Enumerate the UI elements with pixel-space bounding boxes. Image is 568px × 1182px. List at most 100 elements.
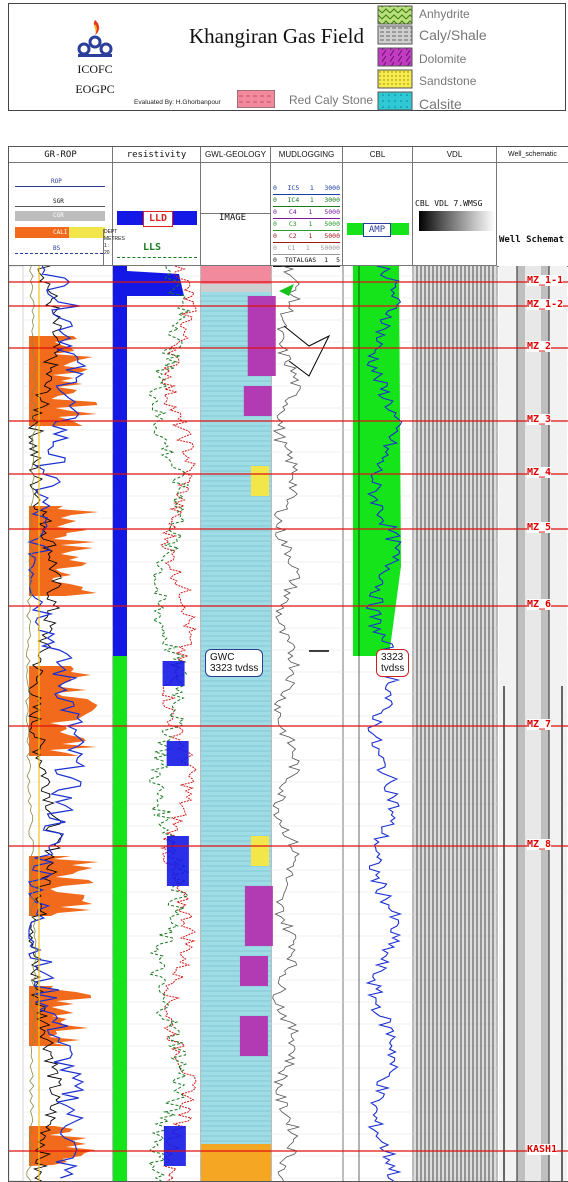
sandstone-layer bbox=[251, 466, 269, 496]
mudlog-name: C1 bbox=[287, 244, 296, 252]
zone-label: KASH1 bbox=[527, 1144, 558, 1155]
dolomite-layer bbox=[239, 956, 268, 986]
cbl-callout: 3323 tvdss bbox=[376, 649, 410, 677]
zone-label: MZ_5 bbox=[527, 522, 552, 533]
mudlog-curve-row: 0 C2 1 5000 bbox=[273, 231, 340, 243]
sandstone-layer bbox=[251, 836, 269, 866]
mudlog-left: 0 bbox=[273, 208, 277, 216]
gwc-callout-line1: GWC bbox=[210, 652, 235, 663]
mudlog-scale: 1 bbox=[324, 256, 329, 264]
bottom-sand-layer bbox=[201, 1144, 271, 1181]
gwc-callout-line2: 3323 tvdss bbox=[210, 663, 259, 674]
track-title-cbl: CBL bbox=[343, 147, 413, 163]
mudlog-left: 0 bbox=[273, 220, 277, 228]
mudlog-left: 0 bbox=[273, 232, 277, 240]
legend-label-shale: Caly/Shale bbox=[419, 27, 487, 43]
curve-label-cali: CALI bbox=[53, 229, 68, 236]
mudlog-curve-row: 0 IC4 1 3000 bbox=[273, 195, 340, 207]
cbl-curve-header: AMP bbox=[343, 163, 413, 266]
depth-scale-box: DEPT METRES 1 : 20 bbox=[103, 229, 125, 265]
c1-curve bbox=[272, 266, 302, 1181]
zone-label: MZ_8 bbox=[527, 839, 552, 850]
curve-label-vdl: CBL VDL 7.WMSG bbox=[415, 199, 483, 208]
mudlog-name: IC5 bbox=[287, 184, 300, 192]
cbl-green-fill bbox=[353, 266, 401, 656]
mudlog-left: 0 bbox=[273, 244, 277, 252]
track-title-resistivity: resistivity bbox=[113, 147, 201, 163]
mudlog-left: 0 bbox=[273, 184, 277, 192]
geology-curve-header: IMAGE bbox=[201, 163, 271, 266]
track-title-geology: GWL-GEOLOGY bbox=[201, 147, 271, 163]
totalgas-curve bbox=[283, 325, 331, 377]
zone-label: MZ_4 bbox=[527, 467, 552, 478]
mudlog-right: 5 bbox=[336, 256, 340, 264]
mudlog-right: 5000 bbox=[324, 208, 340, 216]
well-curve-header: Well Schemat bbox=[497, 163, 568, 267]
lld-curve bbox=[160, 266, 198, 1181]
sgr-curve bbox=[27, 266, 63, 1181]
legend-swatch-anhydrite bbox=[377, 5, 413, 25]
mudlog-scale: 1 bbox=[309, 196, 314, 204]
mudlog-scale: 1 bbox=[308, 208, 313, 216]
legend-label-dolomite: Dolomite bbox=[419, 52, 467, 66]
mudlog-right: 50000 bbox=[320, 244, 340, 252]
shale-layer bbox=[201, 284, 271, 292]
track-title-vdl: VDL bbox=[413, 147, 497, 163]
mudlog-curve-row: 0 C3 1 5000 bbox=[273, 219, 340, 231]
resistivity-fill bbox=[166, 836, 189, 886]
lls-curve bbox=[147, 266, 192, 1181]
mudlog-name: C2 bbox=[288, 232, 297, 240]
dolomite-layer bbox=[243, 386, 272, 416]
dolomite-layer bbox=[247, 296, 276, 376]
cali-curve bbox=[25, 266, 37, 1181]
zone-label: MZ_1-1 bbox=[527, 275, 564, 286]
mudlog-curve-row: 0 C4 1 5000 bbox=[273, 207, 340, 219]
resistivity-fill bbox=[163, 1126, 186, 1166]
mudlog-name: TOTALGAS bbox=[284, 256, 317, 264]
curve-label-image: IMAGE bbox=[219, 213, 247, 223]
company-logo-icon bbox=[77, 20, 113, 57]
zone-label: MZ_6 bbox=[527, 599, 552, 610]
legend-swatch-calsite bbox=[377, 91, 413, 111]
legend-swatch-shale bbox=[377, 25, 413, 45]
org-line-2: EOGPC bbox=[75, 82, 115, 96]
amp-curve bbox=[365, 266, 403, 1181]
legend-swatch-red-caly-stone bbox=[237, 90, 275, 108]
mudlogging-curve-header: 0 IC5 1 3000 0 IC4 1 3000 0 C4 1 5000 0 C3 1 5000 0 C2 1 50… bbox=[271, 163, 343, 267]
mudlog-scale: 1 bbox=[308, 232, 313, 240]
curve-label-rop: ROP bbox=[51, 178, 62, 185]
zone-label: MZ_3 bbox=[527, 414, 552, 425]
gr-fill bbox=[29, 336, 98, 426]
gr-rop-curve-header: ROP SGR CGR CALI BS DEPT METRES 1 : 20 bbox=[9, 163, 125, 266]
mudlog-left: 0 bbox=[273, 256, 277, 264]
mudlog-right: 3000 bbox=[324, 196, 340, 204]
track-title-mudlogging: MUDLOGGING bbox=[271, 147, 343, 163]
mudlog-curve-row: 0 C1 1 50000 bbox=[273, 243, 340, 255]
resistivity-fill bbox=[166, 741, 189, 766]
gr-fill bbox=[29, 856, 99, 916]
lld-fill-upper bbox=[113, 266, 127, 656]
depth-label: DEPT METRES bbox=[104, 229, 125, 242]
dolomite-layer bbox=[244, 886, 273, 946]
track-title-well: Well_schematic bbox=[497, 147, 568, 163]
gwc-callout: GWC 3323 tvdss bbox=[205, 649, 264, 677]
mudlog-scale: 1 bbox=[305, 244, 310, 252]
curve-label-bs: BS bbox=[53, 245, 61, 252]
dolomite-layer bbox=[239, 1016, 268, 1056]
lld-fill-top bbox=[127, 271, 184, 296]
mudlog-right: 5000 bbox=[324, 220, 340, 228]
curve-label-well: Well Schemat bbox=[499, 235, 565, 245]
legend-label-calsite: Calsite bbox=[419, 96, 462, 112]
log-body bbox=[9, 266, 568, 1181]
track-title-gr-rop: GR-ROP bbox=[9, 147, 113, 163]
legend-swatch-dolomite bbox=[377, 47, 413, 67]
zone-label: MZ_7 bbox=[527, 719, 552, 730]
curve-label-amp: AMP bbox=[363, 223, 391, 237]
cbl-callout-line2: tvdss bbox=[381, 663, 405, 674]
curve-label-lld: LLD bbox=[143, 211, 173, 227]
legend-label-sandstone: Sandstone bbox=[419, 74, 477, 88]
resistivity-fill bbox=[162, 661, 185, 686]
rop-curve bbox=[27, 266, 87, 1179]
well-log-panel: GR-ROP resistivity GWL-GEOLOGY MUDLOGGIN… bbox=[8, 146, 568, 1182]
mudlog-name: IC4 bbox=[287, 196, 300, 204]
